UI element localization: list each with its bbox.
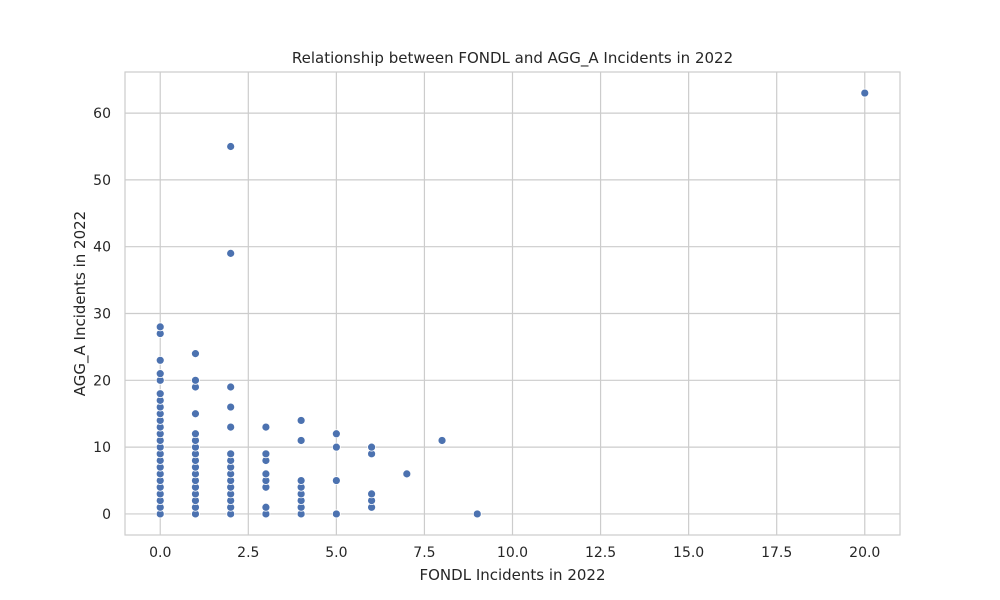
- scatter-point: [472, 509, 482, 519]
- scatter-point: [226, 402, 236, 412]
- x-tick-label: 17.5: [761, 545, 792, 561]
- scatter-point: [437, 436, 447, 445]
- scatter-point: [226, 142, 236, 151]
- scatter-point: [296, 476, 306, 485]
- scatter-point: [367, 489, 376, 499]
- y-tick-label: 60: [93, 106, 111, 122]
- x-tick-label: 2.5: [237, 545, 259, 561]
- scatter-point: [191, 349, 200, 359]
- scatter-point: [226, 382, 236, 392]
- x-tick-label: 12.5: [585, 545, 616, 561]
- x-tick-label: 7.5: [413, 545, 435, 561]
- scatter-point: [296, 416, 306, 425]
- scatter-point: [261, 449, 271, 459]
- scatter-point: [331, 509, 341, 519]
- scatter-point: [331, 442, 341, 452]
- grid: [125, 72, 900, 535]
- scatter-point: [191, 409, 200, 419]
- scatter-point: [226, 248, 236, 258]
- scatter-point: [860, 88, 870, 98]
- scatter-point: [226, 422, 236, 432]
- scatter-point: [261, 469, 271, 479]
- y-tick-label: 50: [93, 173, 111, 189]
- x-tick-label: 5.0: [325, 545, 347, 561]
- scatter-point: [155, 322, 165, 332]
- x-tick-label: 10.0: [497, 545, 528, 561]
- scatter-point: [155, 369, 165, 379]
- scatter-point: [155, 355, 165, 365]
- scatter-point: [226, 449, 236, 459]
- scatter-point: [261, 502, 271, 512]
- chart-title: Relationship between FONDL and AGG_A Inc…: [292, 49, 733, 68]
- x-tick-label: 0.0: [149, 545, 171, 561]
- scatter-point: [191, 429, 200, 439]
- scatter-point: [331, 429, 341, 439]
- scatter-point: [331, 476, 341, 485]
- y-tick-label: 20: [93, 373, 111, 389]
- scatter-point: [261, 422, 271, 432]
- data-points: [155, 88, 870, 519]
- x-tick-label: 20.0: [849, 545, 880, 561]
- scatter-point: [191, 375, 200, 385]
- x-tick-labels: 0.0 2.5 5.0 7.5 10.0 12.5 15.0 17.5 20.0: [149, 545, 880, 561]
- y-tick-labels: 0 10 20 30 40 50 60: [93, 106, 111, 523]
- scatter-point: [402, 469, 412, 479]
- plot-frame: [124, 71, 901, 536]
- scatter-point: [367, 442, 376, 452]
- y-tick-label: 0: [102, 507, 111, 523]
- y-tick-label: 30: [93, 307, 111, 323]
- y-tick-label: 40: [93, 240, 111, 256]
- scatter-point: [296, 436, 306, 445]
- y-tick-label: 10: [93, 440, 111, 456]
- x-axis-label: FONDL Incidents in 2022: [419, 566, 605, 584]
- x-tick-label: 15.0: [673, 545, 704, 561]
- scatter-point: [155, 389, 165, 399]
- y-axis-label: AGG_A Incidents in 2022: [71, 211, 90, 396]
